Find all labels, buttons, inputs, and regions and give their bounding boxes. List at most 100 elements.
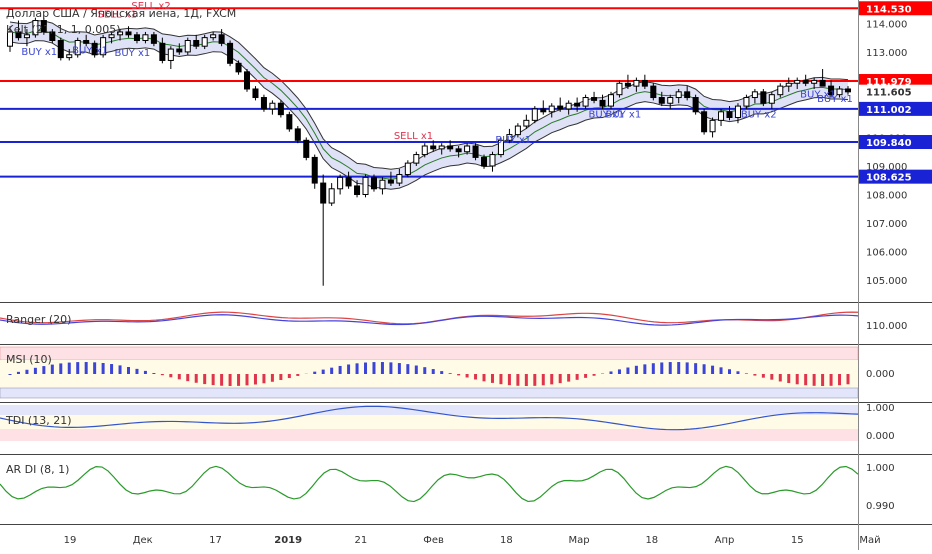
msi-bar — [25, 370, 28, 374]
candle — [693, 95, 698, 115]
ardi-value-bottom: 0.990 — [866, 501, 895, 512]
msi-bar — [830, 374, 833, 386]
msi-bar — [347, 364, 350, 374]
candle-body — [244, 72, 249, 89]
candle-body — [566, 103, 571, 109]
candle — [608, 92, 613, 109]
msi-bar — [372, 362, 375, 374]
msi-bar — [753, 374, 756, 376]
msi-bar — [381, 362, 384, 374]
msi-bar — [703, 364, 706, 374]
msi-bar — [660, 362, 663, 374]
candle-body — [735, 106, 740, 117]
time-tick: 19 — [64, 535, 77, 546]
msi-bar — [838, 374, 841, 385]
ardi-value-top: 1.000 — [866, 463, 895, 474]
msi-bar — [533, 374, 536, 386]
candle-body — [287, 115, 292, 129]
candle-body — [194, 40, 199, 46]
candle-body — [719, 112, 724, 121]
candle-body — [820, 80, 825, 86]
candle-body — [219, 35, 224, 44]
time-tick: Дек — [133, 535, 153, 546]
msi-bar — [643, 364, 646, 374]
candle-body — [295, 129, 300, 140]
msi-bar — [635, 366, 638, 374]
msi-bar — [432, 369, 435, 374]
msi-bar — [339, 366, 342, 374]
panel-label-ranger: Ranger (20) — [6, 313, 71, 326]
candle-body — [371, 177, 376, 188]
msi-bar — [728, 369, 731, 374]
candle-body — [549, 106, 554, 112]
candle-body — [388, 180, 393, 183]
msi-bar — [593, 374, 596, 376]
msi-bar — [745, 373, 748, 374]
candle-body — [482, 157, 487, 166]
candle-body — [346, 177, 351, 186]
msi-bar — [440, 371, 443, 374]
msi-bar — [525, 374, 528, 386]
time-tick: Май — [859, 535, 880, 546]
panel-label-tdi: TDI (13, 21) — [5, 414, 72, 427]
candle-body — [202, 38, 207, 47]
candle-body — [321, 183, 326, 203]
candle — [371, 175, 376, 192]
candle-body — [211, 35, 216, 38]
msi-bar — [203, 374, 206, 384]
candle-body — [744, 98, 749, 107]
candle-body — [685, 92, 690, 98]
msi-bar — [17, 372, 20, 374]
msi-bar — [9, 374, 12, 375]
candle-body — [397, 175, 402, 184]
candle-body — [414, 155, 419, 164]
candle-body — [134, 35, 139, 41]
candle-body — [448, 146, 453, 149]
candle — [58, 38, 63, 61]
msi-bar — [42, 366, 45, 374]
msi-bar — [34, 368, 37, 374]
candle-body — [67, 55, 72, 58]
candle — [405, 160, 410, 177]
msi-bar — [847, 374, 850, 384]
signal-label: BUY x1 — [115, 48, 151, 59]
msi-bar — [322, 370, 325, 374]
candle-body — [812, 80, 817, 83]
ranger-value: 110.000 — [866, 321, 907, 332]
msi-bar — [237, 374, 240, 386]
msi-bar — [406, 364, 409, 374]
msi-bar — [483, 374, 486, 381]
msi-value: 0.000 — [866, 369, 895, 380]
time-tick: 21 — [355, 535, 368, 546]
candle — [304, 137, 309, 160]
candle-body — [845, 89, 850, 92]
candle-body — [693, 98, 698, 112]
candle — [473, 143, 478, 160]
candle-body — [524, 120, 529, 126]
signal-label: BUY x1 — [72, 45, 108, 56]
candle-body — [422, 146, 427, 155]
candle-body — [668, 98, 673, 104]
candle-body — [558, 106, 563, 109]
candle — [287, 112, 292, 132]
msi-bar — [389, 362, 392, 374]
msi-bar — [68, 363, 71, 374]
candle-body — [786, 83, 791, 86]
msi-bar — [499, 374, 502, 384]
time-tick: 15 — [791, 535, 804, 546]
msi-bar — [567, 374, 570, 382]
msi-bar — [677, 362, 680, 374]
candle-body — [304, 140, 309, 157]
msi-bar — [491, 374, 494, 383]
price-level-text: 109.840 — [866, 138, 912, 149]
msi-bar — [508, 374, 511, 385]
candle — [532, 106, 537, 123]
candle-body — [803, 80, 808, 83]
candle-body — [642, 80, 647, 86]
candle-body — [338, 177, 343, 188]
candle-body — [473, 146, 478, 157]
candle-body — [600, 100, 605, 106]
candle-body — [228, 43, 233, 63]
msi-bar — [212, 374, 215, 385]
